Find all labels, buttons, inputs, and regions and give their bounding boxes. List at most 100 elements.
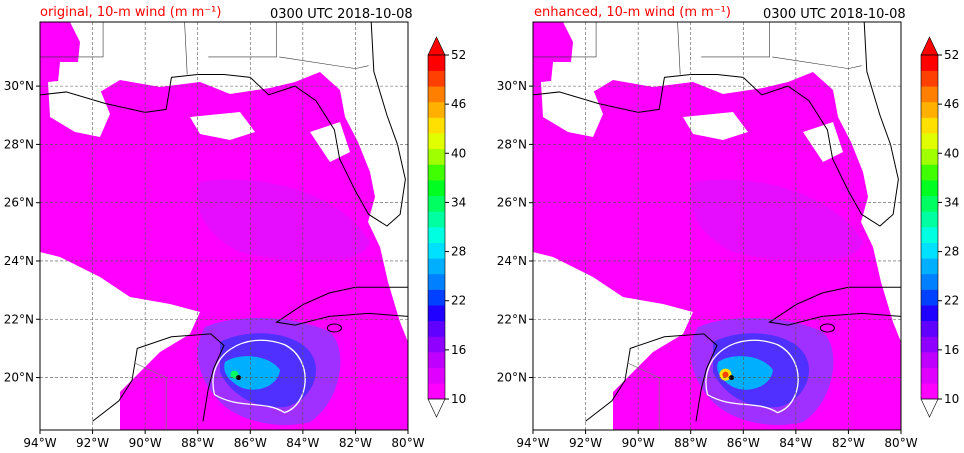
map-frame (532, 21, 902, 431)
x-tick-label: 90°W (622, 436, 655, 450)
colorbar-segment (921, 86, 938, 103)
colorbar-segment (428, 367, 445, 384)
colorbar-tick-label: 28 (451, 245, 466, 259)
y-tick-label: 26°N (497, 196, 527, 210)
colorbar-segment (921, 180, 938, 197)
colorbar-segment (428, 211, 445, 228)
coastline-cuba (768, 286, 901, 326)
y-tick-label: 28°N (497, 137, 527, 151)
colorbar-tick-label: 16 (451, 343, 466, 357)
colorbar-tick-label: 40 (944, 146, 959, 160)
state-borders-us (533, 22, 862, 75)
y-tick-label: 30°N (497, 79, 527, 93)
coastline-isla-juventud (819, 323, 835, 333)
wind-gap (533, 272, 643, 352)
colorbar-segment (428, 320, 445, 337)
wind-contour (212, 339, 306, 414)
y-tick-label: 20°N (4, 371, 34, 385)
colorbar-segment (921, 211, 938, 228)
x-tick-label: 82°W (339, 436, 372, 450)
colorbar-tick-label: 46 (944, 97, 959, 111)
coastline-us (40, 22, 406, 227)
colorbar: 52 46 40 34 28 22 16 10 (920, 36, 959, 418)
wind-core (224, 356, 280, 390)
wind-gap (803, 122, 843, 162)
x-tick-label: 84°W (286, 436, 319, 450)
colorbar-segment (428, 148, 445, 165)
colorbar-segment (921, 55, 938, 71)
colorbar-tick-label: 46 (451, 97, 466, 111)
x-tick-label: 88°W (181, 436, 214, 450)
colorbar: 52 46 40 34 28 22 16 10 (427, 36, 466, 418)
wind-field-mid (690, 179, 863, 262)
y-tick-label: 24°N (4, 254, 34, 268)
colorbar-tick-label: 40 (451, 146, 466, 160)
storm-center (729, 375, 735, 381)
colorbar-segment (428, 164, 445, 181)
colorbar-segment (428, 305, 445, 322)
x-tick-label: 94°W (23, 436, 56, 450)
colorbar-segment (921, 352, 938, 369)
colorbar-segment (428, 55, 445, 71)
storm-center (236, 375, 242, 381)
coastline-yucatan (92, 333, 225, 422)
colorbar-extend-max (427, 36, 446, 56)
y-tick-label: 28°N (4, 137, 34, 151)
colorbar-segment (428, 195, 445, 212)
map-content: 94°W 92°W 90°W 88°W 86°W 84°W 82°W 80°W 30°N 28°N… (497, 21, 918, 450)
x-tick-label: 86°W (727, 436, 760, 450)
colorbar-segment (921, 336, 938, 353)
colorbar-segment (921, 258, 938, 275)
colorbar-tick-label: 28 (944, 245, 959, 259)
coastline-isla-juventud (326, 323, 342, 333)
map-panel-enhanced: enhanced, 10-m wind (m m⁻¹) 0300 UTC 201… (493, 0, 964, 453)
y-tick-label: 30°N (4, 79, 34, 93)
coastline-us (533, 22, 899, 227)
coastline-yucatan (585, 333, 718, 422)
colorbar-segment (428, 289, 445, 306)
colorbar-segment (921, 320, 938, 337)
colorbar-segment (921, 133, 938, 150)
colorbar-segment (428, 133, 445, 150)
y-tick-label: 22°N (4, 312, 34, 326)
x-tick-label: 94°W (516, 436, 549, 450)
colorbar-frame (920, 54, 939, 400)
map-layers (533, 22, 901, 430)
colorbar-tick-label: 22 (451, 294, 466, 308)
colorbar-segment (428, 383, 445, 400)
colorbar-extend-max (920, 36, 939, 56)
y-tick-label: 26°N (4, 196, 34, 210)
panel-title-right: 0300 UTC 2018-10-08 (270, 7, 413, 22)
x-tick-label: 86°W (234, 436, 267, 450)
coastline-cuba (275, 286, 408, 326)
colorbar-segment (428, 180, 445, 197)
colorbar-segment (921, 148, 938, 165)
colorbar-segment (921, 242, 938, 259)
wind-field-mid (197, 179, 370, 262)
colorbar-tick-label: 22 (944, 294, 959, 308)
state-borders-us (40, 22, 369, 75)
colorbar-segment (428, 352, 445, 369)
colorbar-extend-min (920, 398, 939, 418)
colorbar-segment (428, 273, 445, 290)
wind-contour (705, 339, 799, 414)
colorbar-segment (428, 227, 445, 243)
x-tick-label: 84°W (779, 436, 812, 450)
colorbar-segment (921, 367, 938, 384)
colorbar-segment (428, 117, 445, 134)
y-tick-label: 20°N (497, 371, 527, 385)
colorbar-segment (428, 336, 445, 353)
map-original: 94°W 92°W 90°W 88°W 86°W 84°W 82°W 80°W 30°N 28°N… (4, 21, 466, 450)
colorbar-segment (921, 164, 938, 181)
colorbar-segment (921, 195, 938, 212)
colorbar-segment (921, 289, 938, 306)
colorbar-segment (921, 117, 938, 134)
x-tick-label: 80°W (884, 436, 917, 450)
x-tick-label: 90°W (129, 436, 162, 450)
x-tick-label: 82°W (832, 436, 865, 450)
x-tick-label: 80°W (391, 436, 424, 450)
x-tick-label: 92°W (569, 436, 602, 450)
panel-title-right: 0300 UTC 2018-10-08 (763, 7, 906, 22)
wind-core (717, 356, 773, 390)
panel-title-left: enhanced, 10-m wind (m m⁻¹) (534, 5, 731, 20)
